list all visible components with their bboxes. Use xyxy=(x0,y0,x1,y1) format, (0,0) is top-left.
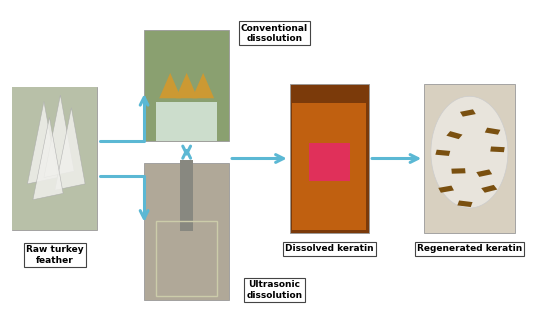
Bar xyxy=(180,160,193,231)
Bar xyxy=(446,131,462,138)
Polygon shape xyxy=(159,73,181,98)
Bar xyxy=(13,87,98,230)
Text: Regenerated keratin: Regenerated keratin xyxy=(417,244,522,253)
Bar xyxy=(290,84,369,233)
Polygon shape xyxy=(44,95,74,178)
Text: Ultrasonic
dissolution: Ultrasonic dissolution xyxy=(247,280,302,300)
Text: Conventional
dissolution: Conventional dissolution xyxy=(241,23,308,43)
Bar xyxy=(156,221,217,296)
Polygon shape xyxy=(55,108,85,190)
Polygon shape xyxy=(192,73,214,98)
Polygon shape xyxy=(176,73,198,98)
Ellipse shape xyxy=(431,96,508,208)
Polygon shape xyxy=(33,117,63,200)
Bar xyxy=(461,110,476,117)
Bar xyxy=(13,87,98,230)
Bar xyxy=(144,163,229,300)
Bar xyxy=(435,150,451,156)
Bar xyxy=(452,169,468,177)
Bar xyxy=(482,185,498,193)
Bar xyxy=(490,146,504,152)
Bar xyxy=(484,126,498,133)
Bar xyxy=(479,172,493,177)
Text: Dissolved keratin: Dissolved keratin xyxy=(285,244,374,253)
Text: Raw turkey
feather: Raw turkey feather xyxy=(26,245,83,265)
Bar xyxy=(144,30,229,141)
Bar xyxy=(424,84,515,233)
Bar xyxy=(292,103,367,230)
Bar xyxy=(457,200,472,206)
Bar xyxy=(156,102,217,141)
Bar xyxy=(309,143,350,181)
Bar xyxy=(441,188,456,195)
Polygon shape xyxy=(27,101,58,184)
